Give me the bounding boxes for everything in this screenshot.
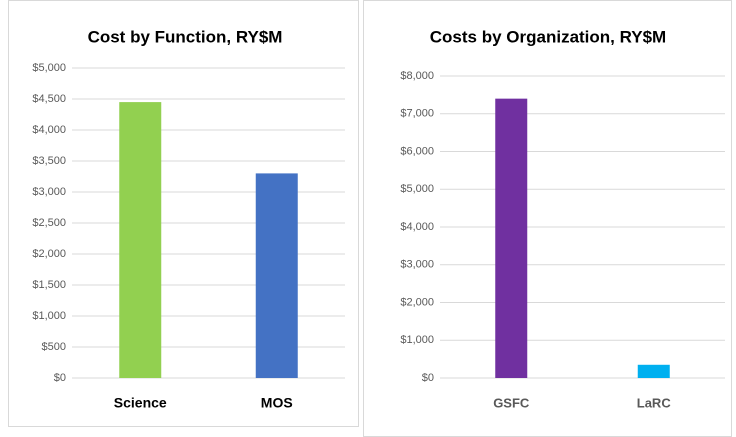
- y-tick-label: $1,500: [32, 279, 66, 291]
- x-tick-label: GSFC: [493, 395, 530, 410]
- y-tick-label: $3,500: [32, 155, 66, 167]
- y-tick-label: $2,000: [32, 248, 66, 260]
- bar: [637, 364, 670, 378]
- x-tick-label: MOS: [261, 395, 293, 411]
- y-tick-label: $5,000: [400, 183, 434, 195]
- y-tick-label: $7,000: [400, 108, 434, 120]
- y-tick-label: $4,500: [32, 93, 66, 105]
- bar: [119, 102, 162, 378]
- y-tick-label: $2,500: [32, 217, 66, 229]
- y-tick-label: $0: [422, 372, 434, 384]
- y-tick-label: $3,000: [400, 259, 434, 271]
- y-tick-label: $2,000: [400, 296, 434, 308]
- y-tick-label: $8,000: [400, 70, 434, 82]
- panel-border: [8, 0, 359, 427]
- y-tick-label: $0: [54, 372, 66, 384]
- y-tick-label: $3,000: [32, 186, 66, 198]
- bar: [495, 98, 528, 379]
- chart-title: Costs by Organization, RY$M: [430, 27, 666, 46]
- y-tick-label: $4,000: [400, 221, 434, 233]
- y-tick-label: $1,000: [400, 334, 434, 346]
- y-tick-label: $500: [42, 341, 66, 353]
- y-tick-label: $1,000: [32, 310, 66, 322]
- chart-title: Cost by Function, RY$M: [88, 27, 283, 46]
- x-tick-label: LaRC: [637, 395, 672, 410]
- y-tick-label: $5,000: [32, 62, 66, 74]
- y-tick-label: $4,000: [32, 124, 66, 136]
- x-tick-label: Science: [114, 395, 167, 411]
- bar: [255, 173, 298, 378]
- panel-border: [363, 0, 732, 437]
- y-tick-label: $6,000: [400, 145, 434, 157]
